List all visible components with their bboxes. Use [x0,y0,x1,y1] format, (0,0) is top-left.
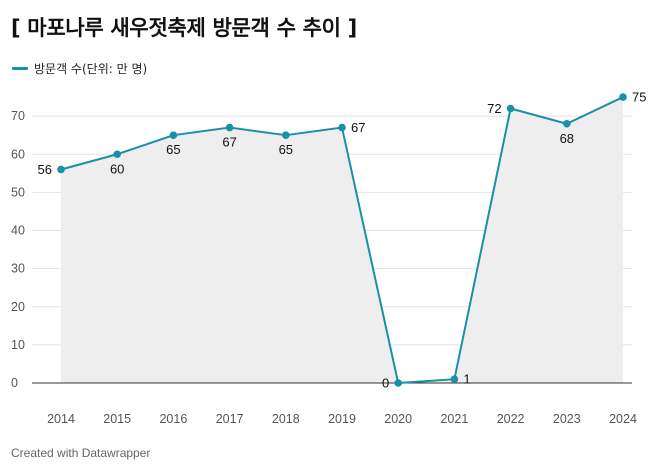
data-point [506,104,515,113]
x-tick-label: 2016 [159,412,187,426]
data-label: 67 [222,135,236,150]
x-tick-label: 2020 [384,412,412,426]
y-tick-label: 20 [11,300,25,314]
legend-label: 방문객 수(단위: 만 명) [34,62,148,76]
data-label: 68 [560,131,574,146]
data-point [282,131,290,139]
x-tick-label: 2023 [553,412,581,426]
data-point [57,165,65,174]
x-tick-label: 2022 [497,412,525,426]
x-tick-label: 2015 [103,412,131,426]
x-tick-label: 2019 [328,412,356,426]
y-tick-label: 10 [11,338,25,352]
data-label: 1 [463,372,470,387]
x-tick-label: 2017 [216,412,244,426]
data-point [225,123,234,132]
y-tick-label: 70 [11,109,25,123]
data-label: 0 [382,376,389,391]
footer-credit: Created with Datawrapper [11,446,151,460]
data-point [450,375,459,383]
data-point [113,150,121,159]
area-fill [61,97,623,383]
y-tick-label: 50 [11,185,25,199]
y-tick-label: 60 [11,147,25,161]
data-point [169,131,178,139]
data-label: 75 [632,90,646,105]
data-label: 65 [166,142,180,157]
data-label: 56 [38,162,52,177]
y-tick-label: 0 [11,376,18,390]
data-point [394,379,403,387]
data-point [563,119,571,128]
x-tick-label: 2021 [440,412,468,426]
chart-title: [ 마포나루 새우젓축제 방문객 수 추이 ] [11,16,357,40]
y-tick-label: 30 [11,262,25,276]
x-tick-label: 2014 [47,412,75,426]
legend-swatch [12,67,28,70]
legend: 방문객 수(단위: 만 명) [12,60,147,77]
data-label: 65 [279,142,293,157]
x-tick-label: 2024 [609,412,637,426]
y-tick-label: 40 [11,224,25,238]
data-label: 67 [351,120,365,135]
data-label: 60 [110,161,124,176]
x-tick-label: 2018 [272,412,300,426]
data-label: 72 [487,101,501,116]
data-point [619,93,627,101]
data-point [338,123,346,132]
